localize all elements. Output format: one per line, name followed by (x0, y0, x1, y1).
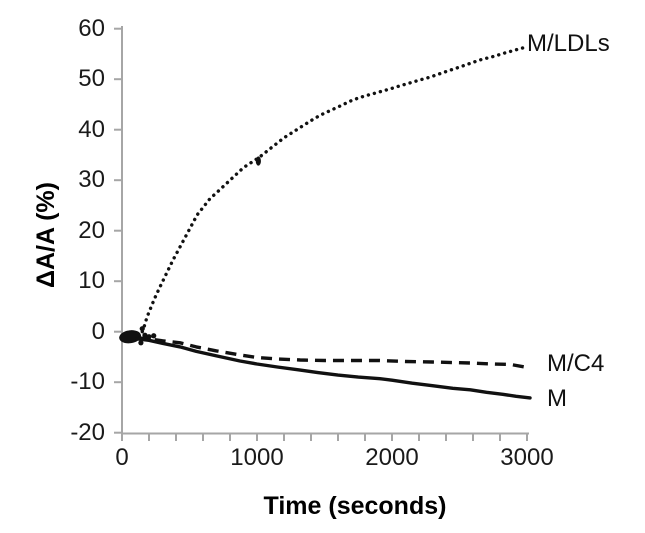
x-axis-title: Time (seconds) (263, 492, 447, 520)
y-tick-label: 40 (78, 115, 105, 143)
y-axis-title: ΔA/A (%) (32, 182, 60, 288)
start-cluster-dot (142, 332, 148, 338)
y-tick-label: 30 (78, 166, 105, 194)
start-cluster-blob (119, 330, 142, 344)
series-label-mc4: M/C4 (547, 350, 605, 377)
y-tick-label: 0 (91, 317, 105, 345)
series-line-mldls (140, 46, 525, 334)
start-cluster-dot (138, 340, 144, 346)
series-label-mldls: M/LDLs (527, 30, 610, 57)
y-tick-label: -10 (70, 368, 105, 396)
series-line-mc4 (136, 336, 526, 369)
y-tick-label: 60 (78, 14, 105, 42)
start-cluster-dot (139, 326, 145, 332)
series-label-m: M (547, 385, 567, 412)
x-tick-label: 0 (115, 444, 129, 471)
y-tick-label: 20 (78, 216, 105, 244)
x-tick-label: 1000 (230, 444, 284, 471)
x-tick-label: 3000 (500, 444, 554, 471)
x-tick-label: 2000 (365, 444, 419, 471)
y-tick-label: 50 (78, 65, 105, 93)
y-tick-label: -20 (70, 418, 105, 446)
series-line-m (135, 337, 532, 400)
start-cluster-dot (151, 333, 157, 339)
y-tick-label: 10 (78, 267, 105, 295)
